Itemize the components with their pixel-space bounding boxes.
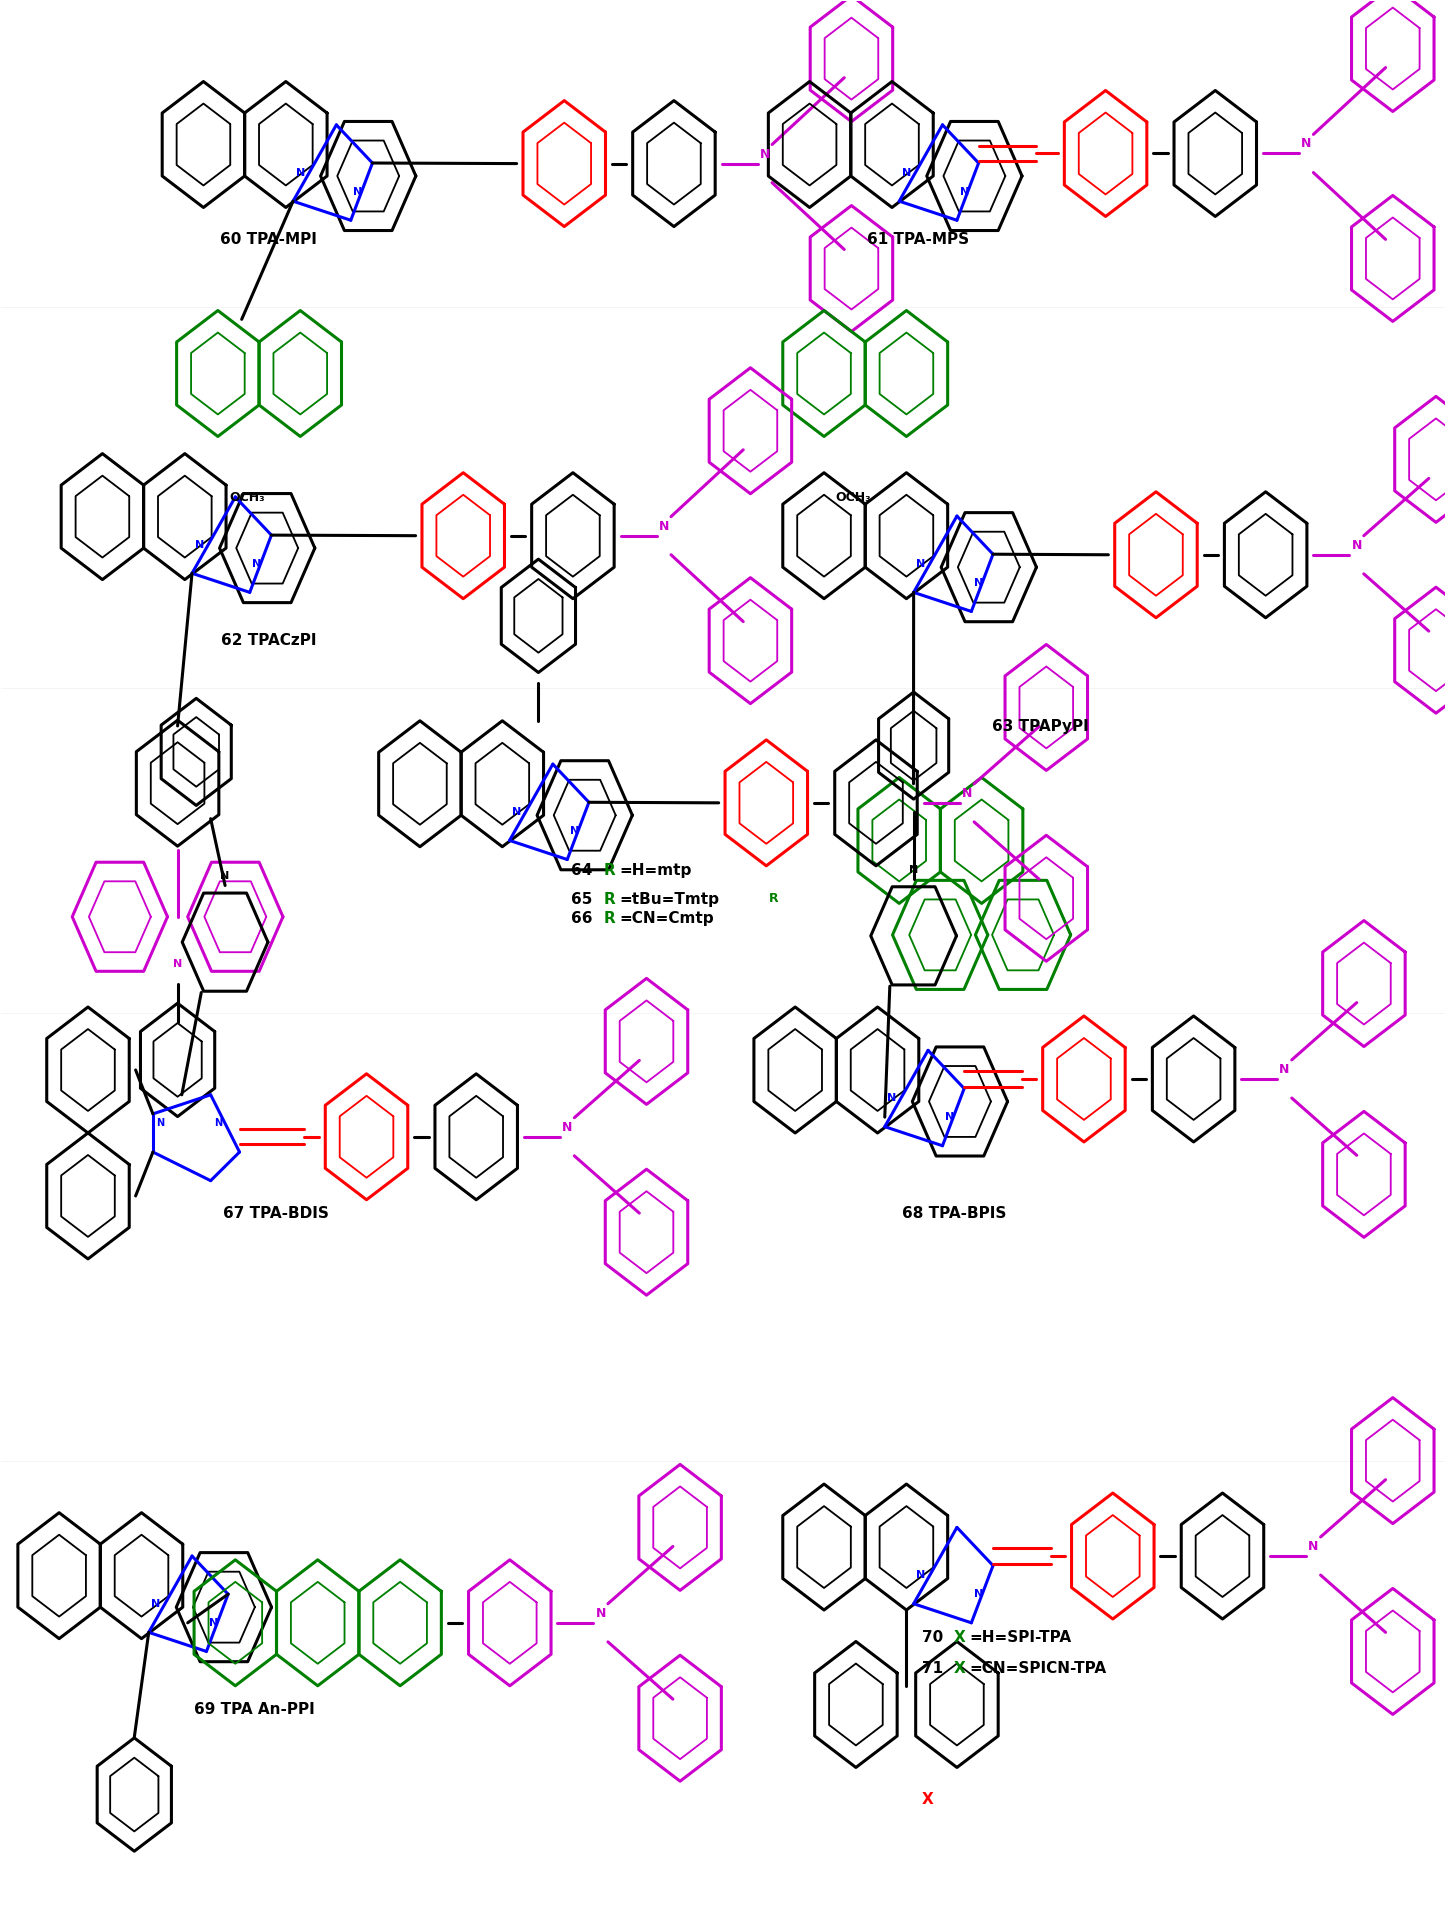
Text: =CN=Cmtp: =CN=Cmtp <box>619 912 714 927</box>
Text: N: N <box>210 1619 218 1628</box>
Text: N: N <box>902 168 911 178</box>
Text: N: N <box>570 826 578 835</box>
Text: 65: 65 <box>571 892 599 908</box>
Text: 61 TPA-MPS: 61 TPA-MPS <box>866 233 969 247</box>
Text: N: N <box>1301 138 1312 151</box>
Text: N: N <box>353 187 363 197</box>
Text: =tBu=Tmtp: =tBu=Tmtp <box>619 892 719 908</box>
Text: N: N <box>975 577 983 589</box>
Text: N: N <box>1352 539 1362 552</box>
Text: 66: 66 <box>571 912 599 927</box>
Text: 60 TPA-MPI: 60 TPA-MPI <box>220 233 317 247</box>
Text: =CN=SPICN-TPA: =CN=SPICN-TPA <box>970 1661 1108 1676</box>
Text: N: N <box>888 1093 897 1103</box>
Text: N: N <box>152 1600 161 1609</box>
Text: 69 TPA An-PPI: 69 TPA An-PPI <box>194 1703 314 1716</box>
Text: N: N <box>1309 1540 1319 1554</box>
Text: 68 TPA-BPIS: 68 TPA-BPIS <box>902 1206 1006 1221</box>
Text: N: N <box>960 187 969 197</box>
Text: 71: 71 <box>923 1661 949 1676</box>
Text: N: N <box>917 1571 925 1580</box>
Text: N: N <box>658 520 669 533</box>
Text: 64: 64 <box>571 864 599 879</box>
Text: OCH₃: OCH₃ <box>228 491 265 505</box>
Text: N: N <box>917 558 925 569</box>
Text: N: N <box>512 806 522 816</box>
Text: =H=mtp: =H=mtp <box>619 864 691 879</box>
Text: R: R <box>603 892 615 908</box>
Text: N: N <box>195 539 204 550</box>
Text: N: N <box>174 959 182 969</box>
Text: =H=SPI-TPA: =H=SPI-TPA <box>970 1630 1071 1645</box>
Text: N: N <box>295 168 305 178</box>
Text: N: N <box>596 1607 606 1621</box>
Text: N: N <box>962 787 972 801</box>
Text: X: X <box>954 1630 966 1645</box>
Text: X: X <box>954 1661 966 1676</box>
Text: N: N <box>214 1118 221 1127</box>
Text: 62 TPACzPI: 62 TPACzPI <box>221 633 317 648</box>
Text: R: R <box>769 892 778 904</box>
Text: N: N <box>220 871 230 881</box>
Text: N: N <box>562 1120 573 1133</box>
Text: 67 TPA-BDIS: 67 TPA-BDIS <box>223 1206 328 1221</box>
Text: N: N <box>253 558 262 569</box>
Text: N: N <box>910 864 918 875</box>
Text: N: N <box>759 147 771 161</box>
Text: N: N <box>156 1118 165 1127</box>
Text: N: N <box>946 1112 954 1122</box>
Text: 63 TPAPyPI: 63 TPAPyPI <box>992 719 1089 734</box>
Text: X: X <box>923 1793 934 1808</box>
Text: N: N <box>1280 1063 1290 1076</box>
Text: OCH₃: OCH₃ <box>836 491 870 505</box>
Text: N: N <box>975 1590 983 1600</box>
Text: R: R <box>603 912 615 927</box>
Text: 70: 70 <box>923 1630 949 1645</box>
Text: R: R <box>603 864 615 879</box>
